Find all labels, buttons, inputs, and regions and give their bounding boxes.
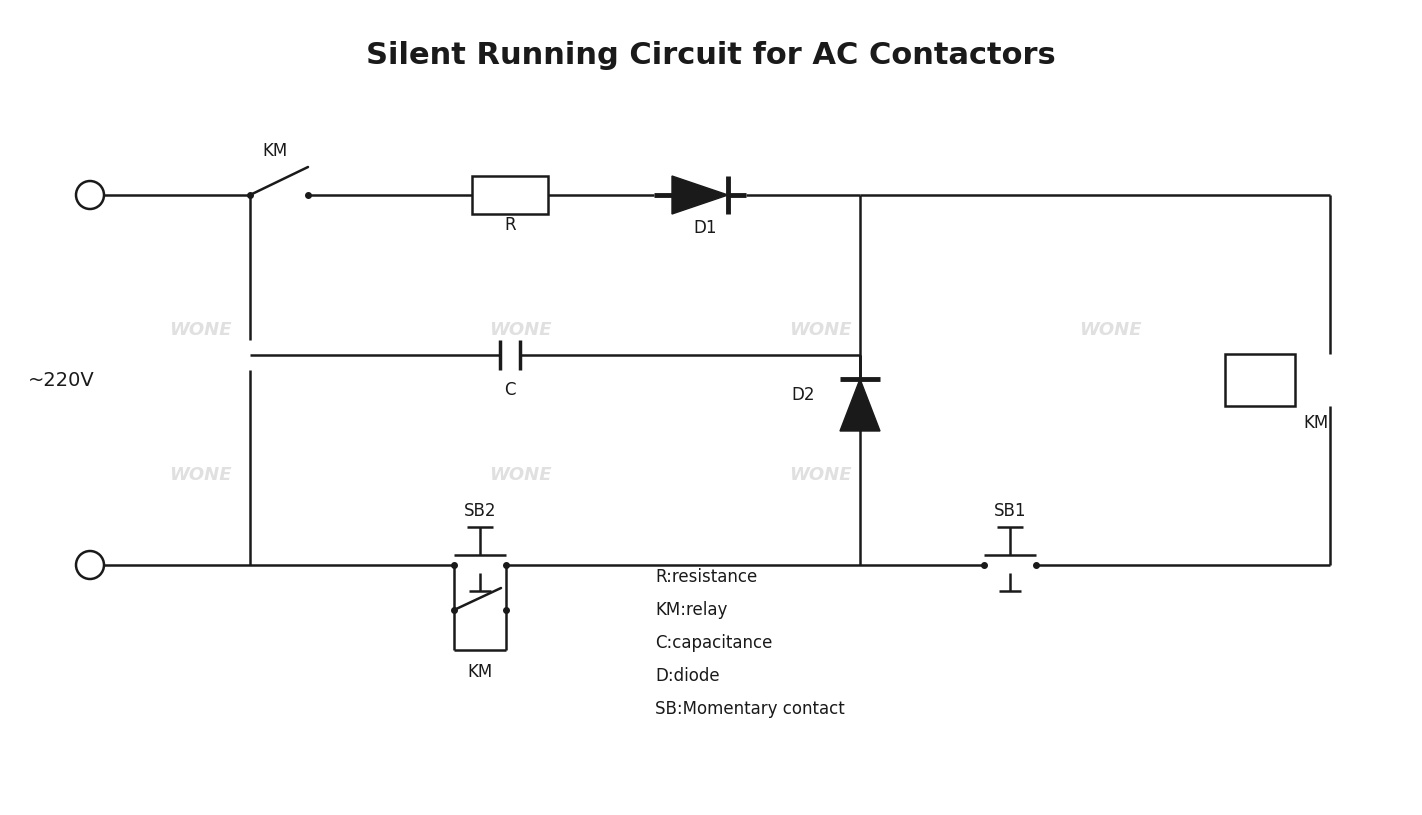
Text: D2: D2 [792,386,815,404]
Text: C:capacitance: C:capacitance [656,634,772,652]
Text: Silent Running Circuit for AC Contactors: Silent Running Circuit for AC Contactors [365,41,1057,69]
Text: R: R [505,216,516,234]
Text: D:diode: D:diode [656,667,720,685]
Text: WONE: WONE [789,321,852,339]
Text: KM:relay: KM:relay [656,601,728,619]
Text: WONE: WONE [169,466,232,484]
Text: R:resistance: R:resistance [656,568,758,586]
Text: WONE: WONE [1079,321,1142,339]
Text: WONE: WONE [489,466,552,484]
Polygon shape [673,176,728,214]
Bar [1224,354,1295,406]
Text: WONE: WONE [789,466,852,484]
Text: KM: KM [1303,414,1328,432]
Text: ~220V: ~220V [28,371,95,390]
Text: C: C [505,381,516,399]
Text: SB:Momentary contact: SB:Momentary contact [656,700,845,718]
Text: KM: KM [468,663,492,681]
Text: WONE: WONE [489,321,552,339]
Text: SB1: SB1 [994,502,1027,520]
Text: WONE: WONE [169,321,232,339]
Polygon shape [840,379,880,431]
Text: SB2: SB2 [464,502,496,520]
Circle shape [75,551,104,579]
Bar [472,176,547,214]
Text: KM: KM [263,142,287,160]
Circle shape [75,181,104,209]
Text: D1: D1 [694,219,717,237]
